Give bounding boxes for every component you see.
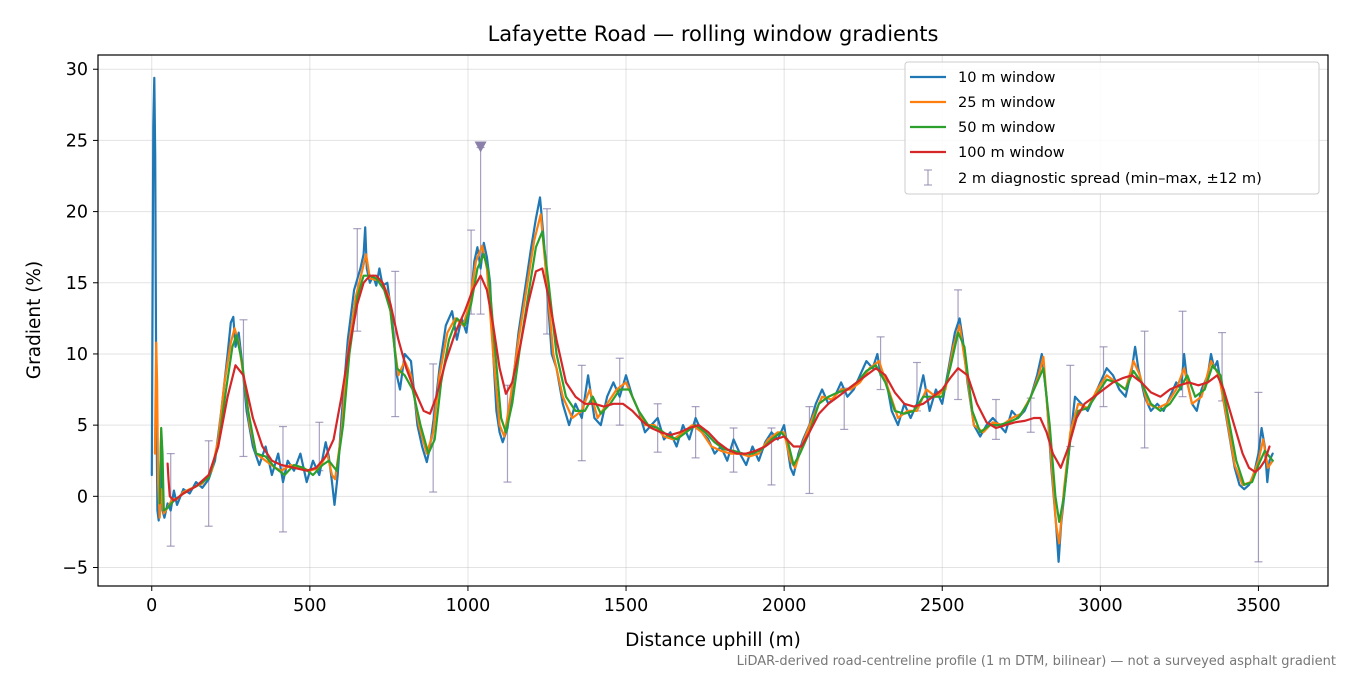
x-axis-label: Distance uphill (m) [625, 630, 801, 651]
legend: 10 m window 25 m window 50 m window 100 … [904, 61, 1320, 195]
spread-bar [1254, 391, 1263, 563]
spread-bar [954, 289, 963, 401]
y-axis-label: Gradient (%) [24, 261, 45, 379]
spread-bar [204, 440, 213, 527]
x-tick-label: 2500 [920, 596, 965, 616]
x-tick-label: 1000 [446, 596, 491, 616]
x-tick-label: 2000 [762, 596, 807, 616]
y-tick-label: −5 [62, 558, 88, 578]
legend-box [904, 61, 1320, 195]
spread-bar [615, 357, 624, 426]
legend-label-spread: 2 m diagnostic spread (min–max, ±12 m) [958, 170, 1262, 187]
y-tick-label: 10 [66, 345, 88, 365]
series-25m-line [153, 213, 1274, 545]
legend-label-10m: 10 m window [958, 69, 1055, 86]
y-tick-label: 25 [66, 131, 88, 151]
spread-bar [991, 398, 1000, 440]
x-tick-label: 3000 [1078, 596, 1123, 616]
y-tick-label: 30 [66, 60, 88, 80]
y-tick-label: 20 [66, 203, 88, 223]
legend-label-50m: 50 m window [958, 119, 1055, 136]
y-tick-label: 15 [66, 274, 88, 294]
x-tick-label: 3500 [1236, 596, 1281, 616]
chart-title: Lafayette Road — rolling window gradient… [488, 22, 939, 46]
axis-ticks: 0 500 1000 1500 2000 2500 3000 3500 −5 0 5 10 15 20 25… [62, 60, 1281, 616]
x-tick-label: 500 [293, 596, 326, 616]
series-100m-line [166, 267, 1271, 502]
footnote: LiDAR-derived road-centreline profile (1… [737, 654, 1336, 669]
legend-label-25m: 25 m window [958, 94, 1055, 111]
legend-swatch-spread [924, 169, 932, 186]
spread-bar [691, 406, 700, 459]
series-lines [150, 76, 1274, 563]
x-tick-label: 0 [146, 596, 157, 616]
x-tick-label: 1500 [604, 596, 649, 616]
y-tick-label: 5 [77, 416, 88, 436]
spread-max-marker [474, 141, 487, 153]
y-tick-label: 0 [77, 487, 88, 507]
spread-bar [805, 406, 814, 495]
plot-frame [97, 54, 1329, 587]
legend-label-100m: 100 m window [958, 144, 1065, 161]
